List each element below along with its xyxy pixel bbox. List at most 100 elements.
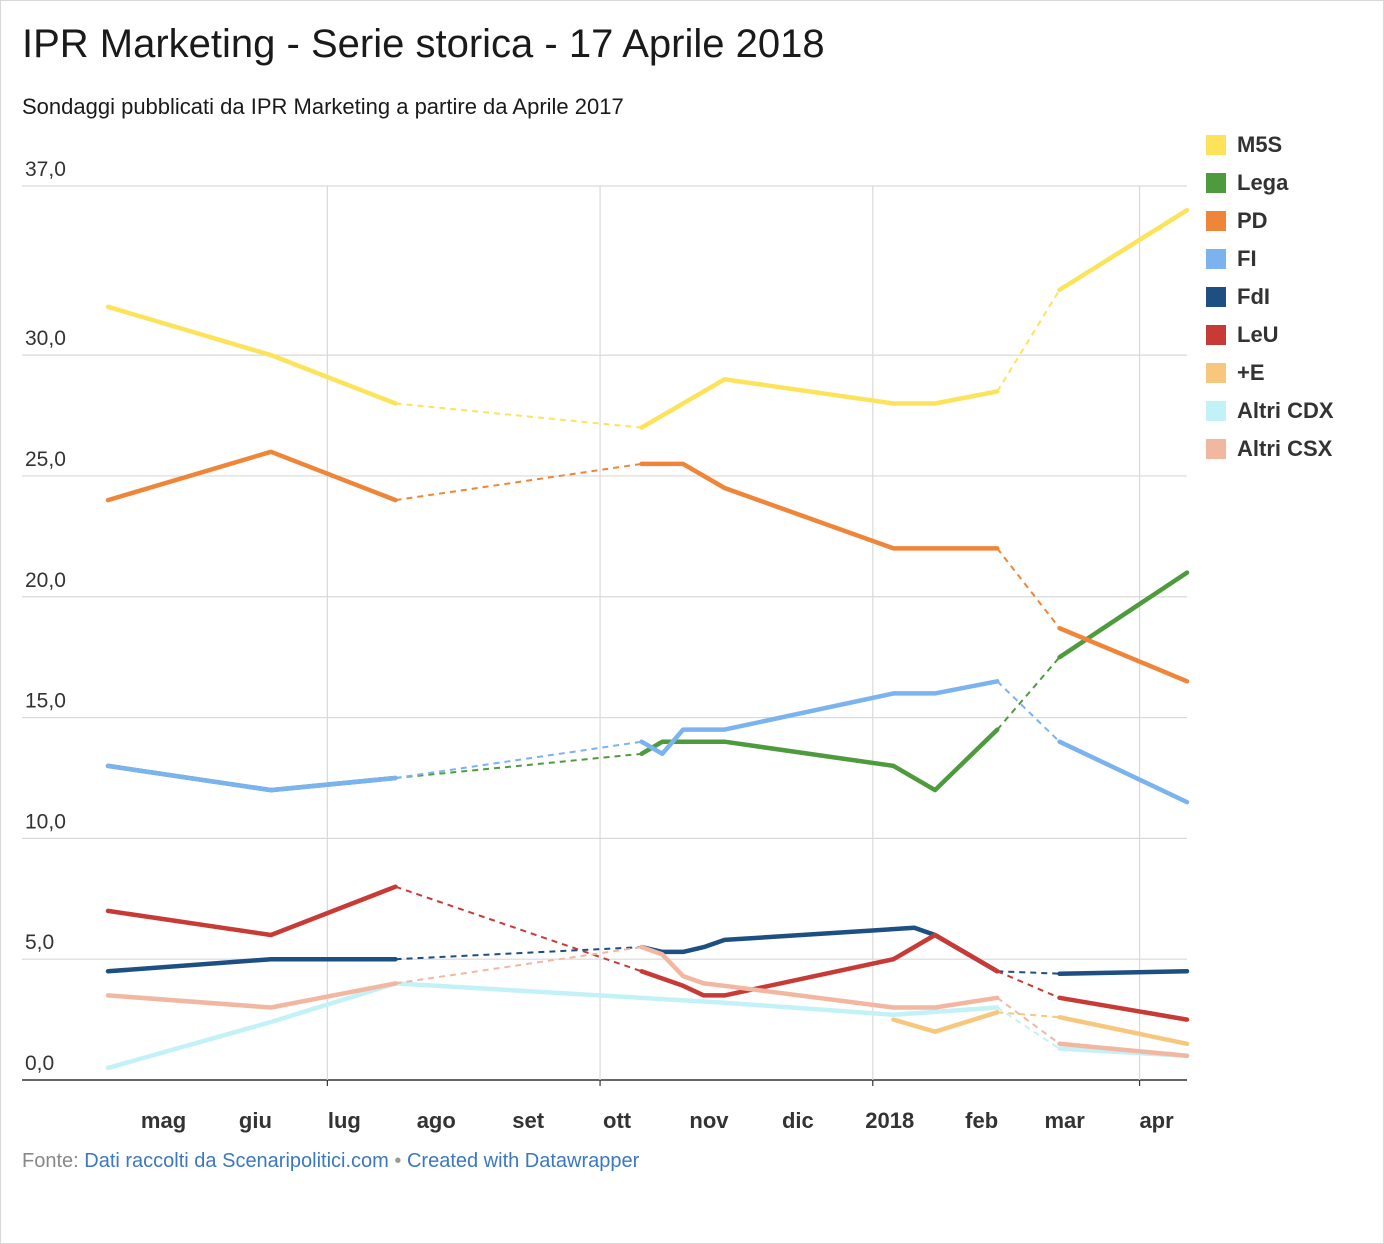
series-line: [1057, 995, 1190, 1022]
series-leu: [105, 884, 1190, 1022]
series-dashed-segment: [996, 680, 1061, 743]
source-label: Fonte:: [22, 1150, 79, 1172]
series-line: [639, 679, 1000, 757]
series-line: [891, 1010, 1000, 1034]
series-line: [639, 461, 1000, 551]
legend-item: +E: [1206, 354, 1334, 392]
series-line: [105, 981, 398, 1010]
legend-label: M5S: [1237, 132, 1283, 157]
series-dashed-segment: [996, 547, 1061, 629]
series-lines: [105, 207, 1190, 1071]
legend-item: Altri CDX: [1206, 392, 1334, 430]
series-altri-csx: [105, 944, 1190, 1059]
x-tick-label: ago: [417, 1108, 456, 1133]
footer: Fonte: Dati raccolti da Scenaripolitici.…: [22, 1150, 639, 1173]
x-tick-label: mar: [1044, 1108, 1085, 1133]
series-line: [639, 925, 1000, 974]
series-line: [1057, 207, 1190, 293]
footer-separator: •: [394, 1150, 402, 1172]
series-line: [105, 981, 1000, 1071]
series-dashed-segment: [395, 946, 642, 961]
y-tick-label: 10,0: [25, 810, 66, 833]
legend-item: PD: [1206, 202, 1334, 240]
series-line: [105, 449, 398, 503]
series--e: [891, 1010, 1190, 1047]
legend-swatch: [1206, 439, 1226, 459]
x-tick-label: nov: [689, 1108, 729, 1133]
legend-swatch: [1206, 287, 1226, 307]
legend-item: M5S: [1206, 126, 1334, 164]
series-dashed-segment: [395, 946, 642, 985]
series-line: [1057, 739, 1190, 805]
series-dashed-segment: [395, 740, 642, 779]
legend-swatch: [1206, 325, 1226, 345]
x-tick-label: ott: [603, 1108, 632, 1133]
series-dashed-segment: [996, 289, 1061, 392]
x-tick-label: 2018: [865, 1108, 914, 1133]
series-line: [105, 956, 398, 974]
y-tick-label: 15,0: [25, 690, 66, 713]
legend-item: Altri CSX: [1206, 430, 1334, 468]
legend-label: +E: [1237, 360, 1265, 385]
series-dashed-segment: [996, 970, 1060, 999]
chart-title: IPR Marketing - Serie storica - 17 April…: [22, 22, 825, 66]
series-line: [1057, 1041, 1190, 1059]
legend-item: FdI: [1206, 278, 1334, 316]
series-line: [1057, 969, 1190, 976]
series-line: [639, 944, 1000, 1010]
legend-label: FdI: [1237, 284, 1270, 309]
series-line: [639, 727, 1000, 793]
legend-swatch: [1206, 249, 1226, 269]
legend-swatch: [1206, 363, 1226, 383]
y-tick-label: 0,0: [25, 1052, 54, 1075]
legend-label: Altri CSX: [1237, 436, 1333, 461]
legend-swatch: [1206, 211, 1226, 231]
legend-label: Lega: [1237, 170, 1289, 195]
series-line: [1057, 1014, 1190, 1047]
legend-item: FI: [1206, 240, 1334, 278]
x-tick-label: dic: [782, 1108, 814, 1133]
series-dashed-segment: [395, 402, 642, 429]
y-tick-label: 5,0: [25, 931, 54, 954]
legend-label: LeU: [1237, 322, 1279, 347]
y-tick-label: 20,0: [25, 569, 66, 592]
x-tick-label: apr: [1139, 1108, 1174, 1133]
x-tick-label: set: [512, 1108, 544, 1133]
series-lega: [105, 570, 1190, 793]
legend-label: PD: [1237, 208, 1268, 233]
legend-item: Lega: [1206, 164, 1334, 202]
series-line: [105, 884, 398, 938]
series-line: [639, 932, 1000, 998]
y-axis-labels: 0,0 5,0 10,0 15,0 20,0 25,0 30,0 37,0: [25, 158, 66, 1075]
x-tick-label: giu: [239, 1108, 272, 1133]
series-line: [105, 763, 398, 793]
series-m5s: [105, 207, 1190, 430]
series-dashed-segment: [395, 885, 642, 973]
series-dashed-segment: [395, 462, 642, 502]
series-line: [105, 304, 398, 406]
series-dashed-segment: [996, 656, 1061, 731]
source-link[interactable]: Dati raccolti da Scenaripolitici.com: [84, 1150, 389, 1172]
series-dashed-segment: [996, 1006, 1061, 1050]
series-pd: [105, 449, 1190, 684]
series-altri-cdx: [105, 981, 1190, 1071]
series-line: [639, 377, 1000, 430]
x-tick-label: lug: [328, 1108, 361, 1133]
legend-item: LeU: [1206, 316, 1334, 354]
y-tick-label: 37,0: [25, 158, 66, 181]
y-tick-label: 30,0: [25, 327, 66, 350]
series-dashed-segment: [997, 970, 1060, 975]
legend-swatch: [1206, 173, 1226, 193]
series-line: [1057, 625, 1190, 684]
chart-subtitle: Sondaggi pubblicati da IPR Marketing a p…: [22, 94, 624, 119]
credit-link[interactable]: Created with Datawrapper: [406, 1150, 640, 1172]
legend-label: Altri CDX: [1237, 398, 1334, 423]
grid-lines: [22, 185, 1187, 1086]
series-fi: [105, 679, 1190, 805]
legend-swatch: [1206, 401, 1226, 421]
x-tick-label: mag: [141, 1108, 186, 1133]
legend: M5S Lega PD FI FdI LeU +E Altri CDX Altri CSX: [1206, 126, 1334, 468]
series-dashed-segment: [395, 752, 642, 779]
legend-swatch: [1206, 135, 1226, 155]
